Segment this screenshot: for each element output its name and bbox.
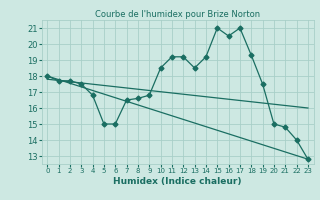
Title: Courbe de l'humidex pour Brize Norton: Courbe de l'humidex pour Brize Norton: [95, 10, 260, 19]
X-axis label: Humidex (Indice chaleur): Humidex (Indice chaleur): [113, 177, 242, 186]
